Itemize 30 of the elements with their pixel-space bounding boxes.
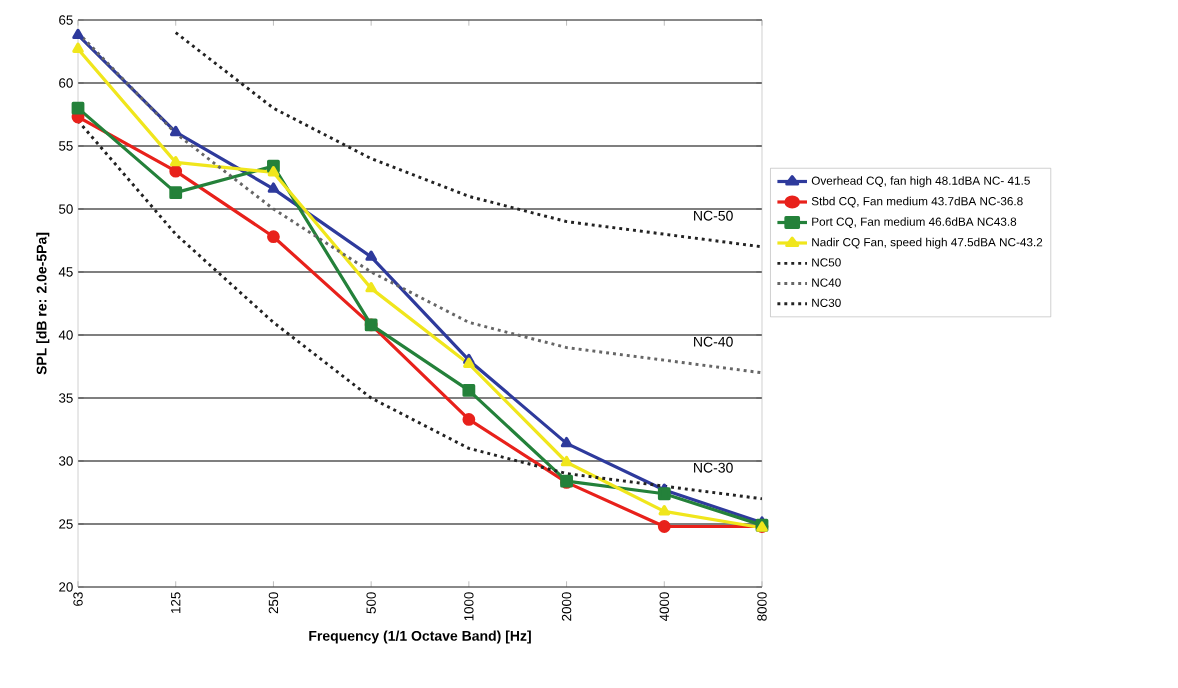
x-tick-label: 1000 [464, 592, 474, 621]
legend-label: Nadir CQ Fan, speed high 47.5dBA NC-43.2 [812, 237, 1043, 249]
legend-label: NC30 [812, 298, 841, 307]
y-axis-title: SPL [dB re: 2.0e-5Pa] [36, 232, 50, 375]
annotation: NC-40 [694, 336, 733, 347]
y-tick-label: 55 [59, 141, 73, 151]
legend-label: NC50 [812, 258, 841, 267]
legend-label: NC40 [812, 278, 841, 287]
x-tick-label: 4000 [659, 592, 669, 622]
x-tick-label: 125 [171, 592, 181, 613]
x-tick-label: 2000 [561, 592, 572, 621]
y-tick-label: 50 [59, 204, 73, 214]
annotation: NC-50 [694, 210, 733, 221]
y-tick-label: 20 [59, 582, 73, 592]
x-tick-label: 63 [73, 592, 83, 606]
y-tick-label: 35 [58, 393, 73, 403]
x-tick-label: 8000 [757, 592, 767, 621]
y-tick-label: 60 [59, 78, 73, 88]
y-tick-label: 65 [59, 15, 73, 25]
legend-label: Overhead CQ, fan high 48.1dBA NC- 41.5 [811, 176, 1030, 188]
annotation: NC-30 [694, 462, 733, 473]
x-tick-label: 500 [366, 592, 376, 614]
x-tick-label: 250 [268, 592, 279, 614]
y-tick-label: 40 [58, 330, 73, 340]
legend-label: Stbd CQ, Fan medium 43.7dBA NC-36.8 [811, 196, 1023, 208]
y-tick-label: 30 [58, 456, 73, 466]
x-axis-title: Frequency (1/1 Octave Band) [Hz] [309, 630, 531, 644]
y-tick-label: 25 [59, 519, 73, 529]
legend-label: Port CQ, Fan medium 46.6dBA NC43.8 [812, 217, 1017, 228]
y-tick-label: 45 [58, 267, 73, 277]
